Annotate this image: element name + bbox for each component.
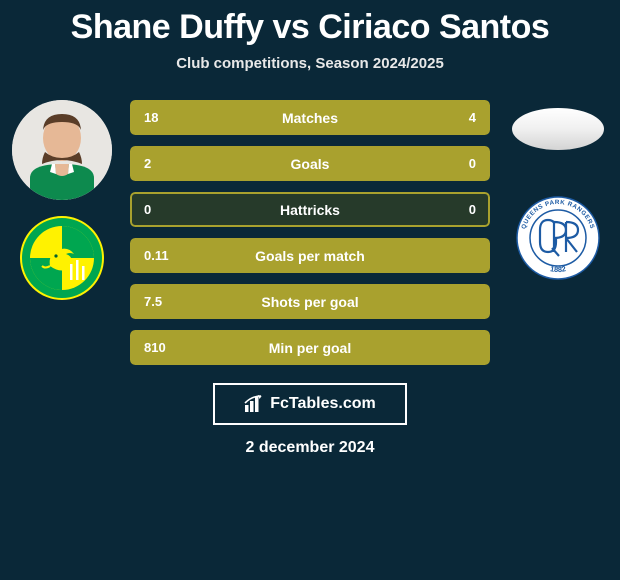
player1-club-badge [20,216,104,300]
player1-avatar [12,100,112,200]
stats-list: 18 Matches 4 2 Goals 0 0 Hattricks 0 0.11 Goals pe… [130,100,490,365]
stat-value-right: 0 [469,202,476,217]
stat-row: 7.5 Shots per goal [130,284,490,319]
stat-row: 2 Goals 0 [130,146,490,181]
stat-value-left: 2 [144,156,151,171]
chart-bars-icon [244,394,264,414]
player2-column: QUEENS PARK RANGERS 1882 [502,100,614,280]
stat-fill-right [400,100,490,135]
stat-value-left: 18 [144,110,158,125]
branding-box[interactable]: FcTables.com [213,383,407,425]
qpr-text-bottom: 1882 [549,264,566,274]
stat-label: Matches [282,110,338,126]
player2-club-badge: QUEENS PARK RANGERS 1882 [516,196,600,280]
stat-fill-left [130,100,400,135]
stat-value-right: 4 [469,110,476,125]
stat-value-left: 0 [144,202,151,217]
stat-row: 0 Hattricks 0 [130,192,490,227]
player1-column [6,100,118,300]
stat-value-right: 0 [469,156,476,171]
stat-row: 0.11 Goals per match [130,238,490,273]
stat-value-left: 0.11 [144,248,169,263]
stat-label: Min per goal [269,340,351,356]
branding-text: FcTables.com [270,395,376,413]
stat-value-left: 810 [144,340,166,355]
norwich-badge-icon [20,216,104,300]
page-title: Shane Duffy vs Ciriaco Santos [71,8,550,47]
stat-label: Shots per goal [261,294,358,310]
subtitle: Club competitions, Season 2024/2025 [176,55,444,72]
comparison-body: 18 Matches 4 2 Goals 0 0 Hattricks 0 0.11 Goals pe… [0,100,620,365]
svg-text:1882: 1882 [549,264,566,274]
date-text: 2 december 2024 [246,439,375,457]
stat-value-left: 7.5 [144,294,162,309]
stat-label: Goals [291,156,330,172]
comparison-card: Shane Duffy vs Ciriaco Santos Club compe… [0,0,620,457]
stat-label: Hattricks [280,202,340,218]
person-photo-icon [12,100,112,200]
stat-row: 18 Matches 4 [130,100,490,135]
stat-row: 810 Min per goal [130,330,490,365]
stat-label: Goals per match [255,248,365,264]
player2-avatar-placeholder [512,108,604,150]
qpr-badge-icon: QUEENS PARK RANGERS 1882 [516,196,600,280]
